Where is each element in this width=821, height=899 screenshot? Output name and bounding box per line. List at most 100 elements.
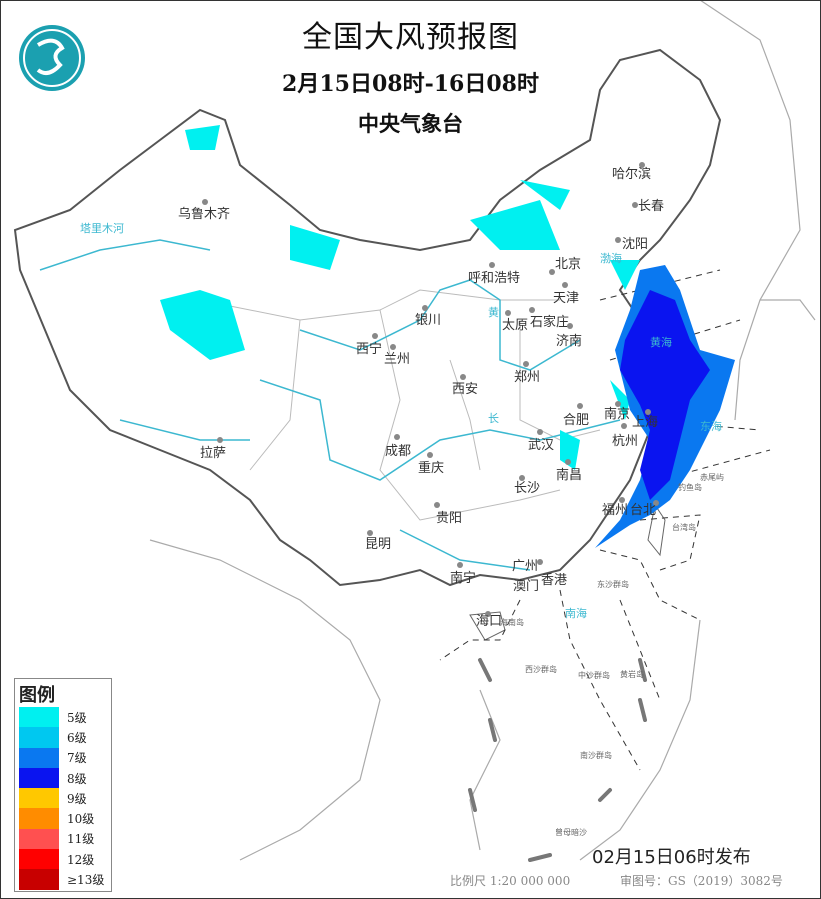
city-zhengzhou: 郑州 (514, 361, 540, 385)
city-lhasa: 拉萨 (200, 437, 226, 461)
issuer: 中央气象台 (358, 111, 463, 136)
legend-label: ≥13级 (67, 873, 105, 888)
legend-label: 6级 (67, 730, 87, 745)
city-shanghai: 上海 (632, 409, 658, 430)
svg-text:东海: 东海 (700, 419, 722, 433)
wind-level-8-area (620, 290, 710, 500)
svg-text:天津: 天津 (553, 291, 579, 306)
city-hohhot: 呼和浩特 (468, 262, 520, 286)
legend-label: 10级 (67, 812, 95, 827)
svg-text:长: 长 (488, 412, 499, 425)
legend-item: 11级 (15, 828, 111, 850)
svg-text:济南: 济南 (556, 333, 582, 349)
svg-text:海南岛: 海南岛 (500, 617, 524, 627)
legend-swatch (19, 869, 59, 890)
city-shenyang: 沈阳 (615, 237, 648, 252)
svg-text:贵阳: 贵阳 (436, 511, 462, 526)
svg-text:福州: 福州 (602, 503, 628, 518)
province-borders (199, 289, 601, 521)
svg-text:南京: 南京 (604, 406, 630, 422)
issue-time: 02月15日06时发布 (592, 847, 751, 868)
map-scale: 比例尺 1:20 000 000 (450, 874, 571, 888)
rivers (39, 239, 621, 571)
svg-text:台湾岛: 台湾岛 (672, 522, 696, 532)
city-lanzhou: 兰州 (384, 344, 410, 367)
map-approval-number: 审图号：GS（2019）3082号 (620, 874, 783, 888)
city-nanchang: 南昌 (556, 459, 582, 483)
svg-text:太原: 太原 (502, 318, 528, 333)
svg-text:长春: 长春 (638, 199, 664, 214)
svg-text:兰州: 兰州 (384, 352, 410, 367)
svg-text:郑州: 郑州 (514, 370, 540, 385)
legend-item: 7级 (15, 747, 111, 768)
svg-text:西安: 西安 (452, 382, 478, 397)
cma-logo (19, 25, 85, 91)
legend-swatch (19, 808, 59, 829)
city-beijing: 北京 (549, 257, 581, 275)
svg-text:中沙群岛: 中沙群岛 (578, 670, 610, 680)
legend-label: 8级 (67, 771, 87, 786)
city-urumqi: 乌鲁木齐 (178, 199, 230, 222)
nine-dash-line (468, 658, 647, 862)
legend-item: 9级 (15, 788, 111, 809)
city-guiyang: 贵阳 (434, 502, 462, 526)
city-guangzhou: 广州 (512, 559, 543, 574)
wind-level-5-area (160, 125, 640, 470)
svg-text:呼和浩特: 呼和浩特 (468, 271, 520, 286)
svg-text:南宁: 南宁 (450, 570, 476, 586)
city-xian: 西安 (452, 374, 478, 397)
legend-swatch (19, 788, 59, 809)
svg-text:黄: 黄 (488, 305, 499, 319)
svg-text:拉萨: 拉萨 (200, 446, 226, 461)
legend-swatch (19, 849, 59, 870)
svg-text:西宁: 西宁 (356, 341, 382, 357)
city-changchun: 长春 (632, 199, 664, 214)
legend-item: ≥13级 (15, 869, 111, 890)
svg-text:黄岩岛: 黄岩岛 (620, 669, 644, 679)
legend-swatch (19, 828, 59, 850)
svg-text:广州: 广州 (512, 559, 538, 574)
city-hangzhou: 杭州 (612, 423, 638, 449)
svg-text:黄海: 黄海 (650, 335, 672, 349)
city-hongkong: 香港 (541, 573, 567, 588)
city-nanning: 南宁 (450, 562, 476, 586)
city-jinan: 济南 (556, 323, 582, 349)
city-harbin: 哈尔滨 (612, 162, 651, 182)
svg-text:西沙群岛: 西沙群岛 (525, 664, 557, 674)
legend-label: 5级 (67, 710, 87, 725)
svg-text:乌鲁木齐: 乌鲁木齐 (178, 206, 230, 222)
svg-text:东沙群岛: 东沙群岛 (597, 579, 629, 589)
city-shijiazhuang: 石家庄 (529, 307, 569, 330)
svg-text:赤尾屿: 赤尾屿 (700, 473, 724, 482)
svg-text:上海: 上海 (632, 415, 658, 430)
legend-swatch (19, 727, 59, 748)
legend-title: 图例 (19, 685, 55, 706)
forecast-period: 2月15日08时-16日08时 (282, 71, 539, 97)
svg-text:银川: 银川 (415, 313, 441, 328)
svg-text:成都: 成都 (385, 444, 411, 459)
legend-item: 12级 (15, 849, 111, 870)
svg-text:沈阳: 沈阳 (622, 237, 648, 252)
city-nanjing: 南京 (604, 401, 630, 422)
city-wuhan: 武汉 (528, 429, 554, 453)
legend-swatch (19, 767, 59, 789)
city-taiyuan: 太原 (502, 310, 528, 333)
taiwan-island (647, 503, 666, 557)
city-macau: 澳门 (513, 578, 539, 594)
legend-item: 6级 (15, 727, 111, 748)
svg-text:钓鱼岛: 钓鱼岛 (678, 482, 702, 492)
svg-text:塔里木河: 塔里木河 (80, 222, 124, 235)
svg-text:石家庄: 石家庄 (530, 314, 569, 330)
svg-text:重庆: 重庆 (418, 460, 444, 476)
legend-label: 7级 (67, 751, 87, 766)
svg-text:合肥: 合肥 (563, 413, 589, 428)
svg-text:台北: 台北 (630, 503, 656, 518)
neighbor-coastline (149, 0, 816, 861)
water-labels: 渤海 黄海 东海 南海 黄 长 塔里木河 (80, 222, 722, 620)
city-yinchuan: 银川 (415, 305, 441, 328)
city-chengdu: 成都 (385, 434, 411, 459)
svg-text:昆明: 昆明 (365, 537, 391, 552)
svg-text:澳门: 澳门 (513, 578, 539, 594)
